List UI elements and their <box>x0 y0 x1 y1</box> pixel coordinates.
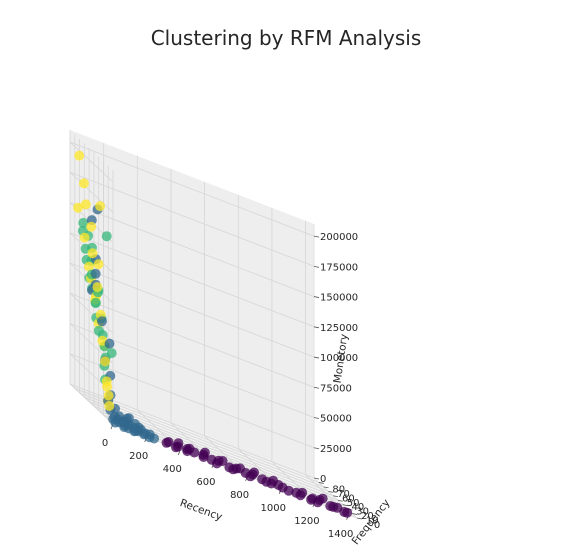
data-point <box>80 233 90 243</box>
data-point <box>110 418 120 428</box>
data-point <box>325 501 335 511</box>
z-tick-mark <box>314 418 319 419</box>
x-tick-label: 400 <box>163 464 182 475</box>
data-point <box>86 222 96 232</box>
data-point <box>74 151 84 161</box>
data-point <box>246 471 256 481</box>
data-point <box>95 201 105 211</box>
data-point <box>284 486 294 496</box>
data-point <box>102 231 112 241</box>
data-point <box>228 464 238 474</box>
z-tick-mark <box>314 236 319 237</box>
data-point <box>266 479 276 489</box>
data-point <box>94 259 104 269</box>
data-point <box>145 432 155 442</box>
x-tick-label: 0 <box>102 438 108 449</box>
data-point <box>129 426 139 436</box>
x-axis-label: Recency <box>178 497 224 523</box>
x-tick-label: 600 <box>196 477 215 488</box>
data-point <box>212 458 222 468</box>
x-tick-label: 1400 <box>328 529 353 540</box>
data-point <box>199 452 209 462</box>
z-tick-mark <box>314 327 319 328</box>
data-point <box>104 391 114 401</box>
data-point <box>91 298 101 308</box>
z-tick-label: 75000 <box>320 383 352 394</box>
z-tick-label: 50000 <box>320 414 352 425</box>
data-point <box>81 199 91 209</box>
data-point <box>97 316 107 326</box>
z-tick-mark <box>314 266 319 267</box>
data-point <box>339 507 349 517</box>
data-point <box>171 442 181 452</box>
z-tick-mark <box>314 297 319 298</box>
back-pane <box>70 130 314 478</box>
y-tick-label: 80 <box>332 484 345 495</box>
data-point <box>162 438 172 448</box>
data-point <box>92 282 102 292</box>
data-point <box>79 178 89 188</box>
data-point <box>94 326 104 336</box>
data-point <box>102 376 112 386</box>
data-point <box>105 339 115 349</box>
data-point <box>104 401 114 411</box>
z-tick-label: 200000 <box>320 232 358 243</box>
data-point <box>88 248 98 258</box>
z-tick-mark <box>314 448 319 449</box>
z-tick-label: 0 <box>320 474 326 485</box>
x-tick-label: 1200 <box>294 516 319 527</box>
z-tick-label: 175000 <box>320 262 358 273</box>
x-tick-label: 1000 <box>261 503 286 514</box>
z-tick-label: 125000 <box>320 323 358 334</box>
chart-title: Clustering by RFM Analysis <box>151 26 422 50</box>
x-tick-label: 800 <box>230 490 249 501</box>
data-point <box>182 446 192 456</box>
z-tick-mark <box>314 387 319 388</box>
z-tick-label: 25000 <box>320 444 352 455</box>
data-point <box>313 497 323 507</box>
x-tick-label: 200 <box>129 451 148 462</box>
data-point <box>119 422 129 432</box>
data-point <box>296 490 306 500</box>
z-tick-label: 150000 <box>320 293 358 304</box>
data-point <box>100 356 110 366</box>
z-tick-mark <box>314 357 319 358</box>
data-point <box>91 269 101 279</box>
